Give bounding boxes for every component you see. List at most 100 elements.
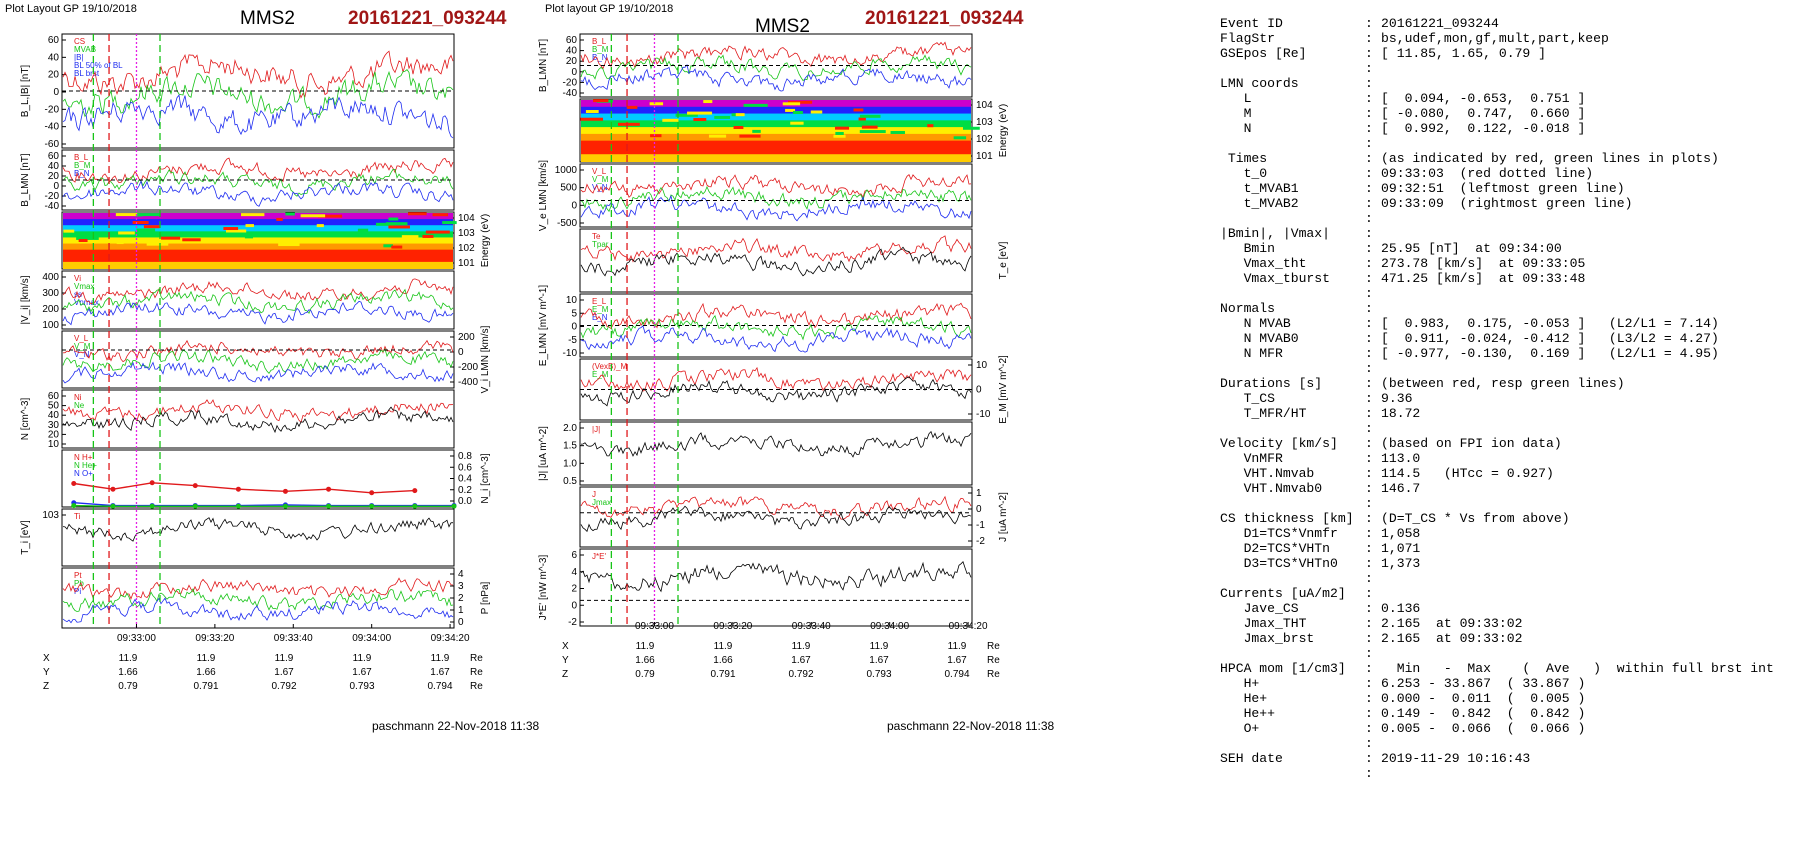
y-tick-label: 60	[48, 151, 60, 162]
position-value: 1.67	[869, 655, 889, 666]
info-colon: :	[1365, 706, 1373, 721]
legend-entry: B_M	[592, 45, 609, 54]
spectrogram-band	[63, 261, 453, 269]
info-value: 2019-11-29 10:16:43	[1381, 751, 1531, 766]
position-value: 11.9	[275, 653, 294, 664]
info-row: L: [ 0.094, -0.653, 0.751 ]	[1220, 91, 1800, 106]
panel-frame	[61, 508, 455, 567]
x-tick-label: 09:34:00	[352, 633, 391, 644]
spectrogram-patch	[835, 131, 844, 135]
info-value: (between red, resp green lines)	[1381, 376, 1625, 391]
legend-entry: E_M	[592, 305, 609, 314]
info-key: Vmax_tburst	[1220, 271, 1331, 286]
series-line	[580, 366, 972, 392]
x-tick-label: 09:33:20	[713, 621, 752, 632]
y-tick-label: 10	[48, 439, 60, 450]
info-key: D3=TCS*VHTn0	[1220, 556, 1338, 571]
data-point	[71, 480, 77, 486]
position-value: 0.791	[710, 669, 735, 680]
y-tick-label-right: 0.6	[458, 462, 472, 473]
legend-entry: Vi	[74, 274, 81, 283]
panel-frame	[61, 270, 455, 330]
series-line	[62, 50, 454, 99]
spectrogram-patch	[118, 231, 135, 235]
position-value: 0.794	[427, 681, 452, 692]
info-value: 09:33:09 (rightmost green line)	[1381, 196, 1633, 211]
info-key: Currents [uA/m2]	[1220, 586, 1346, 601]
y-tick-label-right: -200	[458, 362, 478, 373]
left-spacecraft-title: MMS2	[240, 8, 295, 29]
spectrogram-patch	[739, 134, 761, 138]
spectrogram-patch	[276, 217, 283, 221]
spectrogram-patch	[68, 233, 75, 237]
info-row: N MVAB: [ 0.983, 0.175, -0.053 ] (L2/L1 =…	[1220, 316, 1800, 331]
info-spacer: :	[1220, 211, 1800, 226]
spectrogram-patch	[593, 99, 609, 103]
legend-entry: Pb	[74, 579, 84, 588]
spectrogram-patch	[388, 225, 410, 229]
info-colon: :	[1365, 211, 1373, 226]
spectrogram-patch	[161, 236, 181, 240]
info-row: SEH date:2019-11-29 10:16:43	[1220, 751, 1800, 766]
y-tick-label: -20	[45, 191, 60, 202]
legend-entry: J*E'	[592, 552, 606, 561]
info-key: H+	[1220, 676, 1260, 691]
y-tick-label: -2	[568, 617, 577, 628]
panel-9: 6 4 2 0 -2 J*E' [nW m^-3] J*E'	[538, 548, 973, 628]
panel-7: 2.0 1.5 1.0 0.5 |J| [uA m^-2] |J|	[538, 421, 973, 487]
info-colon: :	[1365, 271, 1373, 286]
legend-entry: |J|	[592, 425, 600, 434]
spectrogram-patch	[408, 212, 427, 216]
info-value: 0.149 - 0.842 ( 0.842 )	[1381, 706, 1586, 721]
info-key: N MVAB0	[1220, 331, 1299, 346]
position-row-label: Z	[43, 681, 49, 692]
y-tick-label-right: 101	[458, 258, 475, 269]
position-value: 1.67	[947, 655, 967, 666]
position-value: 1.66	[713, 655, 733, 666]
legend-entry: Pt	[74, 571, 82, 580]
series-line	[580, 246, 972, 277]
series-line	[62, 278, 454, 305]
series-line	[62, 157, 454, 184]
legend-entry: (VexB)_M	[592, 362, 627, 371]
y-tick-label: 0.5	[563, 476, 577, 487]
series-line	[62, 597, 454, 624]
info-colon: :	[1365, 91, 1373, 106]
y-tick-label: 10	[566, 295, 578, 306]
series-line	[580, 376, 972, 407]
legend-entry: Jmax	[592, 498, 611, 507]
spectrogram-patch	[927, 124, 934, 128]
legend-entry: Pi	[74, 587, 81, 596]
spectrogram-patch	[675, 113, 698, 117]
position-unit: Re	[470, 681, 483, 692]
legend-entry: V_N	[74, 350, 90, 359]
series-line	[580, 560, 972, 593]
spectrogram-patch	[375, 222, 395, 226]
y-tick-label: -60	[45, 139, 60, 150]
spectrogram-patch	[787, 100, 813, 104]
info-colon: :	[1365, 286, 1373, 301]
y-tick-label: 200	[42, 304, 59, 315]
legend-entry: BL 50% of BL	[74, 61, 123, 70]
info-key: M	[1220, 106, 1252, 121]
legend-entry: Ti	[74, 512, 81, 521]
info-row: t_0:09:33:03 (red dotted line)	[1220, 166, 1800, 181]
spectrogram-patch	[388, 217, 399, 221]
y-tick-label-right: 200	[458, 332, 475, 343]
series-line	[580, 495, 972, 520]
position-value: 1.66	[635, 655, 655, 666]
panel-8: 103 T_i [eV] Ti	[20, 508, 455, 567]
info-value: [ -0.080, 0.747, 0.660 ]	[1381, 106, 1586, 121]
info-colon: :	[1365, 196, 1373, 211]
info-value: 2.165 at 09:33:02	[1381, 631, 1523, 646]
info-row: T_MFR/HT:18.72	[1220, 406, 1800, 421]
info-colon: :	[1365, 226, 1373, 241]
spectrogram-patch	[316, 224, 324, 228]
spectrogram-band	[581, 133, 971, 142]
y-tick-label: 100	[42, 320, 59, 331]
info-key: Event ID	[1220, 16, 1283, 31]
y-tick-label: 20	[566, 56, 578, 67]
position-value: 0.793	[866, 669, 891, 680]
y-tick-label: 60	[48, 35, 60, 46]
